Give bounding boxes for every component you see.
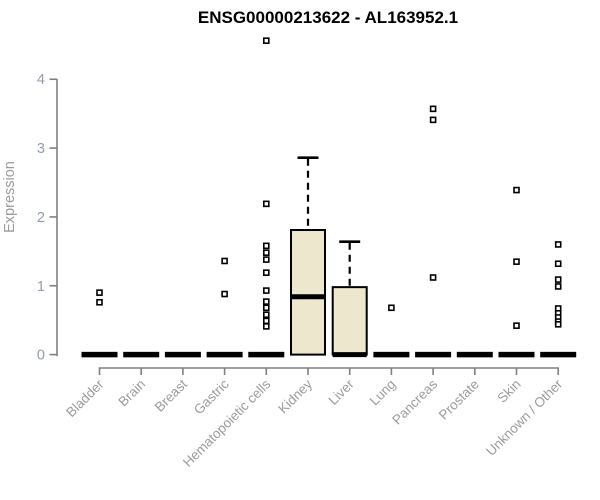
y-tick-label: 2 [37, 210, 45, 226]
x-tick-label: Kidney [275, 376, 315, 416]
outlier-point [554, 321, 562, 328]
outlier-point [221, 290, 228, 298]
collapsed-box-prostate [456, 351, 493, 358]
outlier-point [388, 304, 395, 312]
outlier-point [262, 249, 270, 257]
x-tick-label: Prostate [436, 377, 482, 423]
outlier-point [262, 242, 270, 250]
outlier-point [262, 311, 270, 318]
x-tick-label: Bladder [63, 376, 107, 420]
y-tick-label: 0 [37, 348, 45, 364]
x-tick-label: Gastric [191, 376, 232, 417]
outlier-point [554, 283, 562, 290]
outlier-point [96, 298, 103, 306]
chart-title: ENSG00000213622 - AL163952.1 [198, 8, 458, 27]
collapsed-box-bladder [81, 351, 118, 358]
outlier-point [513, 186, 520, 194]
y-axis-title: Expression [2, 161, 18, 233]
outlier-point [513, 258, 520, 265]
outlier-point [262, 37, 270, 44]
outlier-point [262, 287, 270, 294]
outlier-point [429, 274, 437, 281]
outlier-point [262, 323, 270, 330]
collapsed-box-brain [123, 351, 160, 358]
outlier-point [262, 256, 270, 263]
x-tick-label: Brain [115, 377, 148, 410]
collapsed-box-lung [373, 351, 410, 358]
collapsed-box-skin [498, 351, 535, 358]
y-tick-label: 1 [37, 279, 45, 295]
outlier-point [554, 276, 562, 283]
box-liver [331, 286, 368, 356]
outlier-point [429, 105, 437, 113]
outlier-point [513, 322, 520, 329]
x-tick-label: Unknown / Other [483, 376, 566, 459]
outlier-point [262, 269, 270, 276]
outlier-point [554, 260, 562, 268]
outlier-point [96, 289, 103, 296]
y-tick-label: 3 [37, 141, 45, 157]
collapsed-box-pancreas [415, 351, 452, 358]
collapsed-box-unknown-other [540, 351, 577, 358]
outlier-point [262, 298, 270, 305]
outlier-point [262, 304, 270, 312]
x-tick-label: Pancreas [389, 376, 440, 427]
collapsed-box-breast [164, 351, 201, 358]
outlier-point [262, 200, 270, 208]
collapsed-box-gastric [206, 351, 243, 358]
x-tick-label: Skin [494, 377, 523, 406]
x-tick-label: Breast [152, 376, 190, 414]
box-kidney [290, 228, 326, 356]
outlier-point [554, 241, 562, 248]
outlier-point [262, 317, 270, 325]
outlier-point [429, 116, 437, 124]
outlier-point [221, 257, 228, 265]
x-tick-label: Liver [326, 376, 358, 408]
y-tick-label: 4 [37, 72, 45, 88]
collapsed-box-hematopoietic-cells [248, 351, 285, 358]
x-tick-label: Lung [367, 377, 399, 409]
